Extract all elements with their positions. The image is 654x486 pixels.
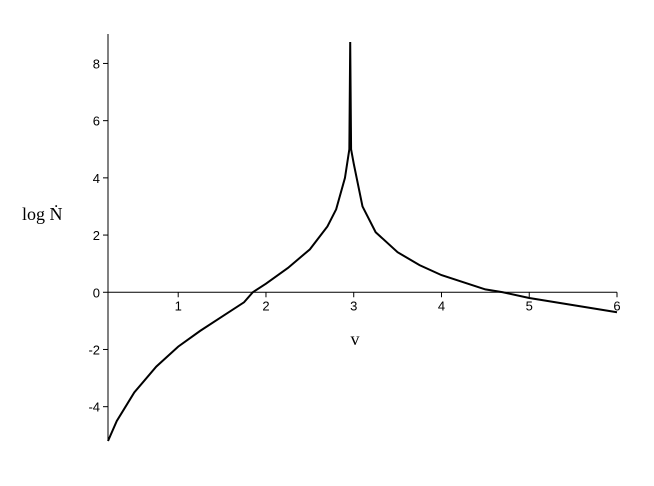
- x-tick-label: 3: [350, 298, 357, 313]
- x-tick-label: 4: [438, 298, 445, 313]
- x-axis-label: v: [351, 329, 360, 349]
- y-tick-label: -2: [88, 342, 100, 357]
- y-tick-label: 6: [93, 114, 100, 129]
- y-axis-label: log Ṅ: [22, 204, 63, 224]
- x-tick-label: 6: [613, 298, 620, 313]
- x-tick-label: 1: [175, 298, 182, 313]
- y-tick-label: 4: [93, 171, 100, 186]
- y-tick-label: 0: [93, 285, 100, 300]
- x-tick-label: 2: [262, 298, 269, 313]
- curve: [107, 41, 618, 442]
- x-tick-label: 5: [526, 298, 533, 313]
- y-tick-label: -4: [88, 400, 100, 415]
- y-tick-label: 8: [93, 56, 100, 71]
- y-tick-label: 2: [93, 228, 100, 243]
